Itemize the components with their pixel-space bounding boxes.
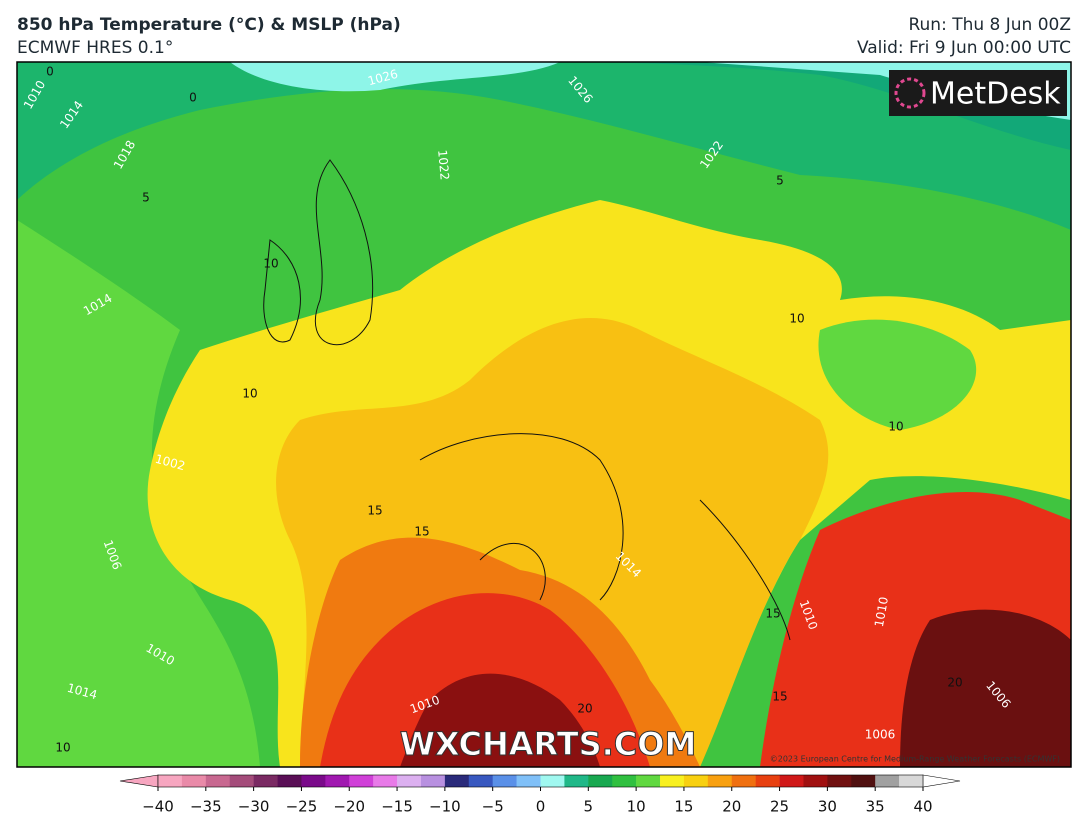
- colorbar-tick-label: 5: [584, 798, 594, 816]
- colorbar-segment: [731, 775, 756, 787]
- colorbar-segment: [229, 775, 254, 787]
- isotherm-label: 10: [55, 741, 70, 755]
- isobar-label: 1006: [865, 728, 896, 742]
- colorbar-segment: [397, 775, 422, 787]
- isotherm-label: 15: [765, 607, 780, 621]
- logo: MetDesk: [930, 77, 1061, 112]
- cold-band: [17, 62, 1071, 230]
- map-frame: [16, 61, 1072, 768]
- copyright: ©2023 European Centre for Medium-Range W…: [770, 755, 1060, 764]
- isobar-label: 1022: [435, 149, 452, 181]
- colorbar-segment: [325, 775, 350, 787]
- colorbar-tick-label: 35: [866, 798, 885, 816]
- colorbar-segment: [707, 775, 733, 787]
- very-hot-region: [400, 673, 600, 767]
- logo-icon: [894, 77, 926, 109]
- colorbar-segment: [851, 775, 876, 787]
- colorbar-segment: [205, 775, 231, 787]
- isotherm-label: 10: [242, 387, 257, 401]
- colorbar-tick-label: 20: [722, 798, 741, 816]
- colorbar-segment: [158, 775, 183, 787]
- colorbar-segment: [827, 775, 852, 787]
- colorbar-segment: [181, 775, 207, 787]
- mild-region: [17, 220, 260, 767]
- colorbar-tick-label: 25: [770, 798, 789, 816]
- watermark: WXCHARTS.COM: [400, 725, 697, 763]
- colorbar-segment: [540, 775, 565, 787]
- logo-box: [889, 70, 1067, 116]
- colorbar-segment: [492, 775, 517, 787]
- colorbar-segment: [899, 775, 924, 787]
- colorbar-segment: [516, 775, 541, 787]
- colorbar-tick-label: 15: [674, 798, 693, 816]
- colorbar-segment: [564, 775, 589, 787]
- isotherm-label: 10: [888, 420, 903, 434]
- colorbar-segment: [683, 775, 709, 787]
- map: MetDesk WXCHARTS.COM ©2023 European Cent…: [17, 62, 1071, 767]
- colorbar-tick-label: 40: [913, 798, 932, 816]
- valid-time: Valid: Fri 9 Jun 00:00 UTC: [857, 38, 1071, 58]
- colorbar-tick-label: −20: [333, 798, 365, 816]
- colorbar-segment: [301, 775, 326, 787]
- colorbar-tick-label: 10: [627, 798, 646, 816]
- isotherm-label: 15: [414, 525, 429, 539]
- mild-region: [818, 319, 977, 430]
- colorbar-tick-label: −25: [286, 798, 318, 816]
- colorbar-segment: [373, 775, 398, 787]
- very-hot-region: [900, 609, 1071, 767]
- colorbar-tick-label: −15: [381, 798, 413, 816]
- colorbar-tick-label: 0: [536, 798, 546, 816]
- isotherm-label: 5: [776, 174, 784, 188]
- coastline: [263, 159, 791, 641]
- isotherm-label: 0: [189, 91, 197, 105]
- colorbar-tick-label: −40: [142, 798, 174, 816]
- colorbar-segment: [779, 775, 804, 787]
- isotherm-label: 15: [772, 690, 787, 704]
- isotherm-label: 15: [367, 504, 382, 518]
- isotherm-label: 10: [263, 257, 278, 271]
- colorbar-segment: [444, 775, 470, 787]
- colorbar-tick-label: 30: [818, 798, 837, 816]
- colorbar-tick-label: −5: [482, 798, 504, 816]
- colorbar-segment: [660, 775, 685, 787]
- colorbar-tick-label: −35: [190, 798, 222, 816]
- subtitle: ECMWF HRES 0.1°: [17, 38, 173, 58]
- isotherm-label: 0: [46, 65, 54, 79]
- isotherm-label: 10: [789, 312, 804, 326]
- title: 850 hPa Temperature (°C) & MSLP (hPa): [17, 15, 401, 35]
- colorbar-tick-label: −30: [238, 798, 270, 816]
- colorbar-segment: [349, 775, 374, 787]
- colorbar-segment: [875, 775, 900, 787]
- colorbar-segment: [277, 775, 302, 787]
- colorbar-segment: [253, 775, 278, 787]
- colorbar-segment: [755, 775, 780, 787]
- colorbar-arrow: [922, 774, 961, 788]
- run-time: Run: Thu 8 Jun 00Z: [908, 15, 1071, 35]
- cold-region: [230, 62, 560, 92]
- colorbar-arrow: [119, 774, 159, 788]
- isotherm-label: 20: [947, 676, 962, 690]
- colorbar-segment: [420, 775, 446, 787]
- colorbar-tick-label: −10: [429, 798, 461, 816]
- colorbar-segment: [803, 775, 828, 787]
- colorbar-segment: [468, 775, 493, 787]
- isobar-label: 1010: [872, 596, 891, 629]
- colorbar-segment: [636, 775, 661, 787]
- colorbar-segment: [612, 775, 637, 787]
- isotherm-label: 20: [577, 702, 592, 716]
- isotherm-label: 5: [142, 191, 150, 205]
- colorbar-segment: [588, 775, 613, 787]
